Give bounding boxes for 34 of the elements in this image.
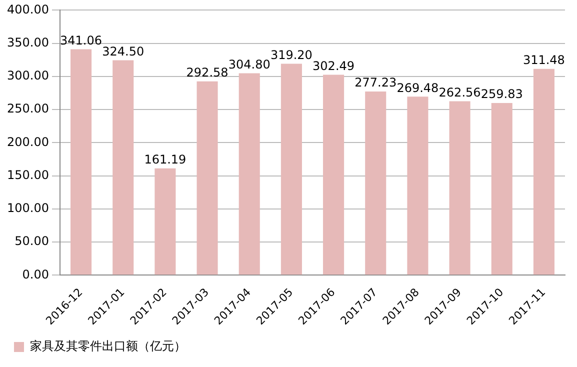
y-tick-label: 350.00 [6,35,49,50]
data-label: 161.19 [144,152,186,167]
data-label: 259.83 [480,87,523,102]
bar [365,92,386,275]
y-tick-label: 100.00 [6,201,49,216]
data-label: 341.06 [60,33,102,48]
data-label: 311.48 [522,52,565,67]
data-label: 262.56 [438,85,481,100]
data-label: 269.48 [396,80,439,95]
bar [280,64,302,275]
y-tick-label: 50.00 [14,234,49,248]
bar [491,103,512,275]
y-tick-label: 300.00 [6,68,49,83]
y-tick-label: 150.00 [6,168,49,182]
bar [449,101,470,275]
data-label: 292.58 [186,65,228,80]
bar [154,168,176,275]
data-label: 277.23 [354,76,397,90]
y-tick-label: 0.00 [22,267,49,282]
bar [112,60,134,275]
data-label: 324.50 [102,44,144,58]
y-tick-label: 400.00 [6,2,49,16]
legend-label: 家具及其零件出口额（亿元） [30,339,186,354]
y-tick-label: 200.00 [6,134,49,149]
data-label: 304.80 [228,57,270,72]
bar [70,49,92,275]
bar [238,73,260,275]
data-label: 319.20 [270,48,312,62]
bar [323,74,344,275]
data-label: 302.49 [312,58,355,73]
bar [407,96,428,275]
bar [533,68,554,275]
bar [196,81,218,275]
y-tick-label: 250.00 [6,102,49,116]
